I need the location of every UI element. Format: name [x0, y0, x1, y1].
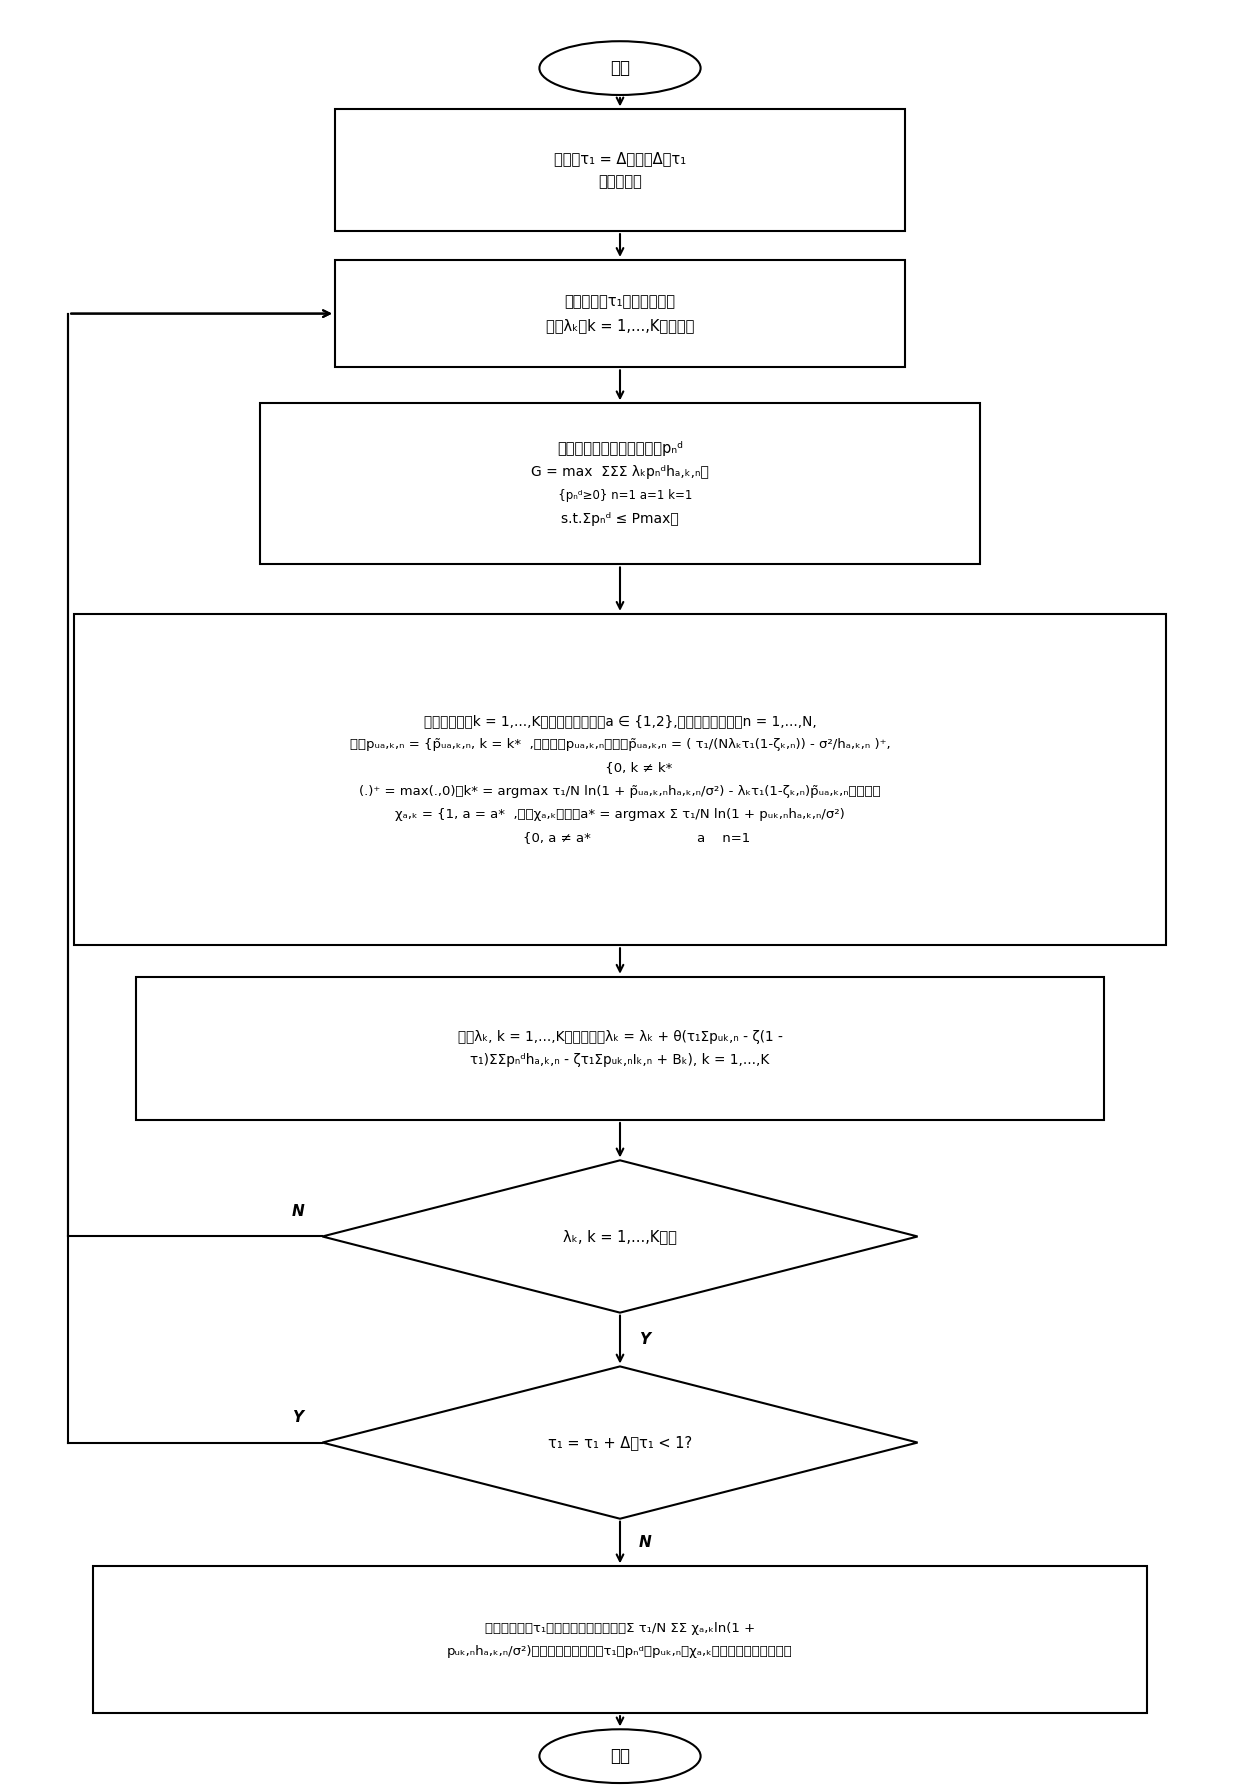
Text: N: N: [639, 1536, 651, 1550]
Text: {pₙᵈ≥0} n=1 a=1 k=1: {pₙᵈ≥0} n=1 a=1 k=1: [547, 489, 693, 502]
Text: Y: Y: [293, 1410, 303, 1425]
Text: {0, a ≠ a*                         a    n=1: {0, a ≠ a* a n=1: [490, 831, 750, 844]
Text: τ₁)ΣΣpₙᵈhₐ,ₖ,ₙ - ζτ₁Σpᵤₖ,ₙIₖ,ₙ + Bₖ), k = 1,...,K: τ₁)ΣΣpₙᵈhₐ,ₖ,ₙ - ζτ₁Σpᵤₖ,ₙIₖ,ₙ + Bₖ), k …: [470, 1054, 770, 1066]
Text: 结束: 结束: [610, 1747, 630, 1765]
Text: 开始: 开始: [610, 59, 630, 77]
Text: χₐ,ₖ = {1, a = a*  ,得到χₐ,ₖ，其中a* = argmax Σ τ₁/N ln(1 + pᵤₖ,ₙhₐ,ₖ,ₙ/σ²): χₐ,ₖ = {1, a = a* ,得到χₐ,ₖ，其中a* = argmax …: [396, 808, 844, 821]
Text: τ₁ = τ₁ + Δ，τ₁ < 1?: τ₁ = τ₁ + Δ，τ₁ < 1?: [548, 1435, 692, 1450]
Text: 比较在不同的τ₁值下求得的目标函数值Σ τ₁/N ΣΣ χₐ,ₖln(1 +: 比较在不同的τ₁值下求得的目标函数值Σ τ₁/N ΣΣ χₐ,ₖln(1 +: [485, 1622, 755, 1634]
Text: 取值的精度: 取值的精度: [598, 174, 642, 190]
Text: 用内点法求解如下问题得到pₙᵈ: 用内点法求解如下问题得到pₙᵈ: [557, 441, 683, 457]
Text: {0, k ≠ k*: {0, k ≠ k*: [568, 762, 672, 774]
Text: s.t.Σpₙᵈ ≤ Pmax。: s.t.Σpₙᵈ ≤ Pmax。: [562, 513, 678, 525]
Text: N: N: [291, 1204, 304, 1219]
Text: 更新λₖ, k = 1,...,K的值如下，λₖ = λₖ + θ(τ₁Σpᵤₖ,ₙ - ζ(1 -: 更新λₖ, k = 1,...,K的值如下，λₖ = λₖ + θ(τ₁Σpᵤₖ…: [458, 1030, 782, 1043]
Text: 对所有的用户k = 1,...,K和它们各自的天线a ∈ {1,2},以及所有的子载波n = 1,...,N,: 对所有的用户k = 1,...,K和它们各自的天线a ∈ {1,2},以及所有的…: [424, 715, 816, 728]
Text: 根据pᵤₐ,ₖ,ₙ = {p̃ᵤₐ,ₖ,ₙ, k = k*  ,计算得到pᵤₐ,ₖ,ₙ，其中p̃ᵤₐ,ₖ,ₙ = ( τ₁/(Nλₖτ₁(1-ζₖ,ₙ)) - : 根据pᵤₐ,ₖ,ₙ = {p̃ᵤₐ,ₖ,ₙ, k = k* ,计算得到pᵤₐ,ₖ…: [350, 738, 890, 751]
Text: 对于给定的τ₁，初始化非负: 对于给定的τ₁，初始化非负: [564, 294, 676, 310]
Text: (.)⁺ = max(.,0)，k* = argmax τ₁/N ln(1 + p̃ᵤₐ,ₖ,ₙhₐ,ₖ,ₙ/σ²) - λₖτ₁(1-ζₖ,ₙ)p̃ᵤₐ,ₖ,: (.)⁺ = max(.,0)，k* = argmax τ₁/N ln(1 + …: [360, 785, 880, 797]
Text: 初始化τ₁ = Δ，其中Δ为τ₁: 初始化τ₁ = Δ，其中Δ为τ₁: [554, 151, 686, 167]
Text: 变量λₖ，k = 1,...,K为随机数: 变量λₖ，k = 1,...,K为随机数: [546, 317, 694, 333]
Text: Y: Y: [639, 1331, 650, 1348]
Text: G = max  ΣΣΣ λₖpₙᵈhₐ,ₖ,ₙ，: G = max ΣΣΣ λₖpₙᵈhₐ,ₖ,ₙ，: [531, 466, 709, 478]
Text: λₖ, k = 1,...,K收敛: λₖ, k = 1,...,K收敛: [563, 1229, 677, 1244]
Text: pᵤₖ,ₙhₐ,ₖ,ₙ/σ²)，取最大值所对应的τ₁，pₙᵈ，pᵤₖ,ₙ和χₐ,ₖ的值为最终的优化结果: pᵤₖ,ₙhₐ,ₖ,ₙ/σ²)，取最大值所对应的τ₁，pₙᵈ，pᵤₖ,ₙ和χₐ,…: [448, 1645, 792, 1658]
